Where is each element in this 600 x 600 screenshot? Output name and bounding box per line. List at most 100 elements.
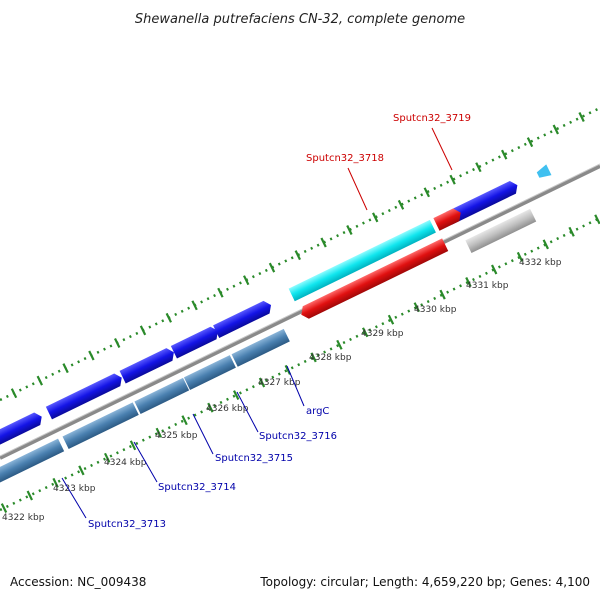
outer-major-ticks [10,112,585,399]
gene-sputcn32-3718-cyan[interactable] [288,219,436,302]
label-sputcn32-3713[interactable]: Sputcn32_3713 [88,519,166,530]
gene-sputcn32-3713-forward[interactable] [0,410,45,457]
label-sputcn32-3716[interactable]: Sputcn32_3716 [259,431,337,442]
accession-text: Accession: NC_009438 [10,575,146,589]
genome-summary-text: Topology: circular; Length: 4,659,220 bp… [259,575,590,589]
leader-argC [286,365,305,407]
innerMajor-tick-15 [387,314,395,325]
outerMajor-tick-20 [526,137,534,148]
scale-label-4327: 4327 kbp [258,378,301,388]
scale-label-4329: 4329 kbp [361,329,404,339]
innerMajor-tick-20 [516,251,524,262]
genome-backbone [0,164,600,460]
leader-3713 [61,477,87,519]
leader-3719 [431,127,453,171]
outerMajor-tick-7 [191,300,198,311]
gene-reverse-3[interactable] [134,377,190,415]
innerMajor-tick-21 [542,239,549,250]
outerMajor-tick-9 [243,275,250,286]
scale-label-4324: 4324 kbp [104,458,147,468]
innerMajor-tick-19 [491,264,498,275]
outerMajor-tick-16 [423,187,430,198]
outerMajor-tick-6 [165,312,172,323]
scale-label-4322: 4322 kbp [2,513,45,523]
genome-backbone-highlight [0,163,600,457]
innerMajor-tick-2 [52,477,59,488]
outerMajor-tick-19 [501,149,508,160]
gene-reverse-4[interactable] [183,355,236,390]
gene-reverse-5[interactable] [231,328,290,367]
innerMajor-tick-9 [233,390,240,400]
gene-sputcn32-3715[interactable] [119,346,177,384]
outerMajor-tick-12 [320,237,327,248]
innerMajor-tick-4 [104,452,111,463]
map-title: Shewanella putrefaciens CN-32, complete … [135,12,465,27]
gene-right-forward[interactable] [445,179,520,225]
outer-dot-line [0,106,600,402]
label-argC[interactable]: argC [306,406,329,417]
scale-labels: 4322 kbp 4323 kbp 4324 kbp 4325 kbp 4326… [2,258,562,523]
inner-major-ticks [0,214,600,513]
innerMajor-tick-14 [362,327,369,338]
innerMajor-tick-6 [155,427,162,438]
outerMajor-tick-8 [217,287,224,298]
innerMajor-tick-18 [465,277,472,287]
outerMajor-tick-5 [139,325,147,336]
gene-reverse-2[interactable] [62,402,139,450]
outerMajor-tick-11 [294,250,301,261]
gene-sputcn32-3718-red[interactable] [298,238,449,321]
label-sputcn32-3718[interactable]: Sputcn32_3718 [306,153,384,164]
label-sputcn32-3719[interactable]: Sputcn32_3719 [393,113,471,124]
outerMajor-tick-15 [397,199,405,210]
outerMajor-tick-4 [114,338,121,348]
outerMajor-tick-2 [62,363,69,374]
gene-features [0,164,552,485]
innerMajor-tick-1 [26,490,33,501]
innerMajor-tick-12 [310,352,317,363]
innerMajor-tick-11 [284,364,291,375]
innerMajor-tick-0 [0,503,8,513]
gene-sputcn32-3713[interactable] [0,438,65,485]
outerMajor-tick-10 [268,262,276,273]
scale-label-4325: 4325 kbp [155,431,198,441]
scale-label-4330: 4330 kbp [414,305,457,315]
outerMajor-tick-18 [475,162,482,173]
inner-tick-track [0,214,600,513]
label-sputcn32-3714[interactable]: Sputcn32_3714 [158,482,236,493]
outerMajor-tick-1 [36,375,43,386]
label-leader-lines [61,127,453,519]
outerMajor-tick-17 [449,174,456,185]
outerMajor-tick-3 [88,350,95,361]
gene-argC[interactable] [213,299,274,338]
innerMajor-tick-16 [413,302,420,313]
outerMajor-tick-13 [346,225,353,235]
scale-label-4328: 4328 kbp [309,353,352,363]
leader-3718 [347,167,368,211]
scale-label-4331: 4331 kbp [466,281,509,291]
gene-gray[interactable] [465,208,537,254]
outerMajor-tick-0 [10,388,18,399]
innerMajor-tick-17 [439,289,446,300]
scale-label-4332: 4332 kbp [519,258,562,268]
gene-edge-fragment[interactable] [535,164,552,180]
scale-label-4323: 4323 kbp [53,484,96,494]
inner-dot-line [0,216,600,512]
innerMajor-tick-23 [594,214,600,225]
innerMajor-tick-22 [568,226,575,237]
leader-3714 [133,441,158,483]
gene-sputcn32-3716[interactable] [170,325,221,359]
innerMajor-tick-7 [181,415,188,426]
gene-sputcn32-3714[interactable] [45,371,125,420]
outerMajor-tick-22 [578,112,585,122]
innerMajor-tick-13 [336,339,343,350]
innerMajor-tick-5 [129,440,137,451]
outerMajor-tick-21 [552,124,559,135]
scale-label-4326: 4326 kbp [206,404,249,414]
innerMajor-tick-3 [78,465,85,476]
label-sputcn32-3715[interactable]: Sputcn32_3715 [215,453,293,464]
gene-labels: Sputcn32_3713 Sputcn32_3714 Sputcn32_371… [88,113,471,530]
outer-tick-track [0,106,600,402]
gene-sputcn32-3719[interactable] [433,206,463,231]
